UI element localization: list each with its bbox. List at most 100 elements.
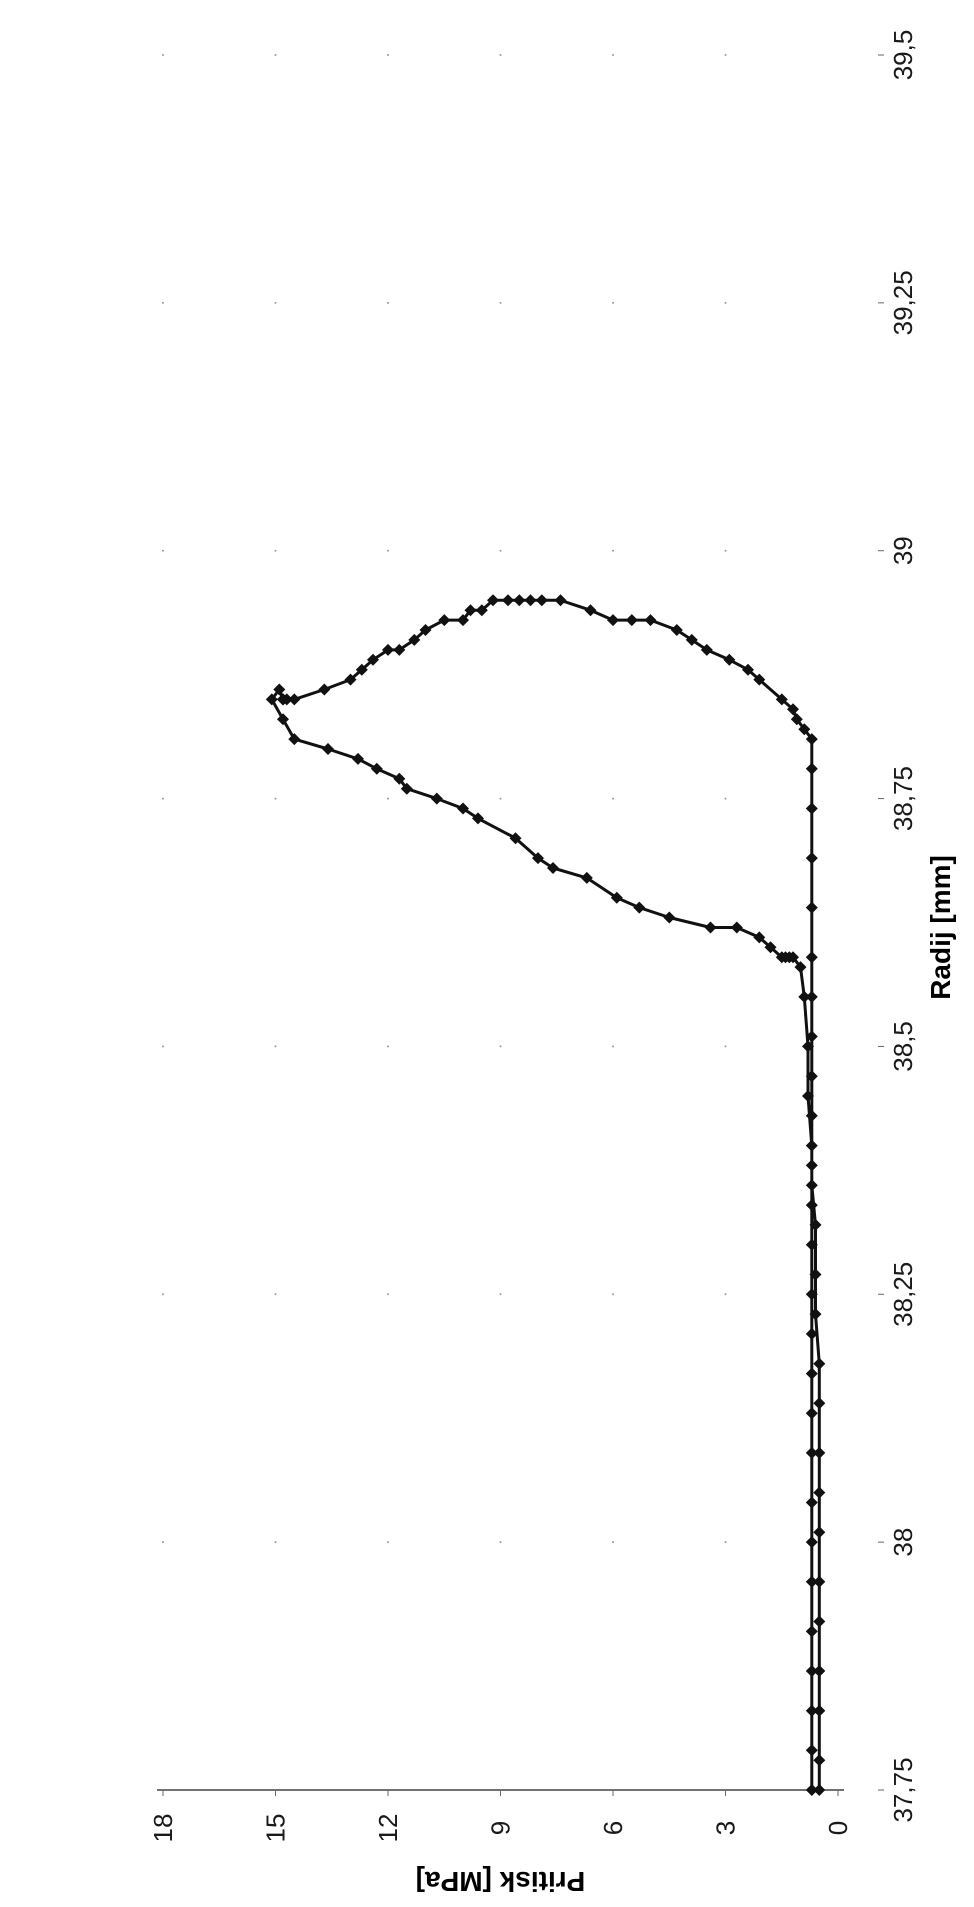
data-point	[355, 663, 368, 676]
data-point	[509, 832, 522, 845]
grid-dot	[162, 301, 164, 304]
radius-tick-label: 39,25	[888, 270, 918, 335]
data-point	[805, 951, 818, 964]
radius-tick-label: 39,5	[888, 30, 918, 81]
data-point	[813, 1615, 826, 1628]
data-point	[790, 713, 803, 726]
data-point	[288, 693, 301, 706]
data-point	[805, 1704, 818, 1717]
grid-dot	[274, 301, 277, 304]
data-point	[813, 1397, 826, 1410]
data-point	[787, 703, 799, 716]
grid-dot	[612, 549, 614, 552]
data-point	[277, 693, 289, 706]
data-point	[813, 1486, 826, 1499]
grid-dot	[274, 549, 277, 552]
data-point	[723, 653, 736, 666]
radius-tick-label: 38,25	[888, 1262, 918, 1327]
grid-dot	[274, 1293, 277, 1296]
data-point	[644, 614, 657, 627]
radius-axis-ticks: 37,75 38 38,25 38,5 38,75 39 39,25 39,5	[878, 30, 918, 1823]
data-point	[277, 713, 289, 726]
data-point	[809, 1268, 822, 1281]
data-point	[753, 673, 766, 686]
data-point	[805, 733, 818, 746]
data-point	[802, 1040, 814, 1053]
grid-dot	[162, 797, 164, 800]
data-point	[775, 693, 788, 706]
data-point	[805, 1238, 818, 1251]
data-point	[813, 1704, 826, 1717]
data-point	[344, 673, 357, 686]
grid-dot	[162, 54, 164, 56]
data-point	[805, 990, 818, 1003]
data-point	[805, 802, 818, 815]
grid-dot	[499, 1293, 502, 1296]
grid-dot	[612, 54, 614, 56]
data-point	[382, 643, 394, 656]
grid-dot	[162, 1045, 164, 1048]
pressure-tick-label: 3	[711, 1821, 741, 1835]
data-point	[809, 1218, 822, 1231]
grid-dot	[724, 549, 727, 552]
data-point	[813, 1575, 826, 1588]
grid-dot	[499, 301, 502, 304]
data-point	[419, 624, 432, 636]
data-point	[805, 1744, 818, 1757]
data-point	[805, 1665, 818, 1677]
data-point	[805, 1159, 818, 1172]
data-point	[430, 792, 443, 805]
data-point	[610, 891, 623, 904]
data-point	[813, 1665, 826, 1677]
data-point	[273, 683, 286, 696]
data-point	[704, 921, 717, 934]
data-point	[625, 614, 638, 627]
data-point	[322, 743, 334, 755]
data-point	[805, 1625, 818, 1638]
pressure-axis-title: Pritisk [MPa]	[416, 1866, 586, 1897]
data-point	[457, 802, 469, 815]
grid-dot	[499, 1541, 502, 1544]
grid-dot	[499, 1045, 502, 1048]
grid-dot	[612, 1293, 614, 1296]
radius-tick-label: 38,5	[888, 1021, 918, 1072]
grid-dot	[612, 1045, 614, 1048]
data-point	[805, 1179, 818, 1192]
grid-dot	[274, 54, 277, 56]
pressure-tick-label: 6	[598, 1821, 628, 1835]
data-point	[805, 1030, 818, 1043]
pressure-tick-label: 12	[373, 1814, 403, 1843]
data-point	[805, 1288, 818, 1301]
data-point	[547, 862, 559, 874]
grid-dots	[162, 54, 727, 1544]
data-point	[532, 852, 544, 865]
data-point	[730, 921, 743, 934]
grid-dot	[612, 797, 614, 800]
radius-tick-label: 38	[888, 1528, 918, 1557]
grid-dot	[274, 1541, 277, 1544]
data-point	[805, 852, 818, 865]
data-point	[805, 1496, 818, 1509]
data-point	[288, 733, 301, 746]
grid-dot	[612, 301, 614, 304]
series-line	[270, 598, 821, 1790]
data-point	[670, 624, 683, 636]
data-point	[805, 1536, 818, 1549]
data-point	[393, 772, 406, 785]
data-point	[764, 941, 777, 954]
pressure-tick-label: 0	[823, 1821, 853, 1835]
data-point	[798, 990, 811, 1003]
data-point	[487, 594, 499, 607]
data-point	[524, 594, 537, 607]
data-point	[318, 683, 331, 696]
grid-dot	[387, 54, 389, 56]
radius-tick-label: 39	[888, 536, 918, 565]
data-point	[805, 1407, 818, 1420]
grid-dot	[499, 549, 502, 552]
grid-dot	[387, 549, 389, 552]
data-point	[367, 653, 379, 666]
data-point	[805, 1109, 818, 1122]
data-point	[475, 604, 488, 617]
pressure-series	[265, 594, 826, 1796]
grid-dot	[724, 1293, 727, 1296]
